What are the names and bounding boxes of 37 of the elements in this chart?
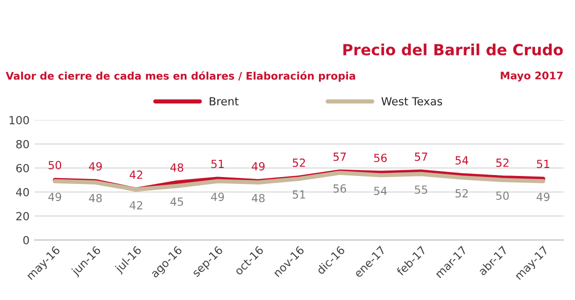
data-label: 49 [89, 162, 102, 171]
data-label: 55 [414, 186, 428, 194]
data-label: 57 [333, 152, 346, 161]
y-tick-label: 100 [10, 116, 29, 124]
y-tick-label: 60 [16, 164, 29, 172]
data-label: 50 [496, 191, 509, 200]
chart-subtitle: Valor de cierre de cada mes en dólares / Elaboración propia [6, 71, 356, 82]
y-tick-label: 80 [16, 140, 29, 148]
data-label: 52 [292, 158, 305, 167]
data-label: 49 [536, 192, 550, 202]
data-label: 49 [211, 192, 224, 202]
legend-label: Brent [210, 97, 239, 106]
data-label: 51 [536, 160, 550, 168]
data-label: 48 [89, 194, 102, 202]
data-label: 51 [211, 160, 224, 168]
data-label: 49 [252, 162, 265, 171]
y-tick-label: 20 [16, 212, 29, 220]
data-label: 42 [130, 170, 142, 179]
data-label: 52 [496, 158, 508, 167]
data-label: 48 [170, 163, 184, 172]
y-tick-label: 0 [23, 236, 29, 244]
data-label: 49 [48, 192, 62, 202]
data-label: 56 [333, 184, 346, 193]
text: Mayo 2017 [500, 72, 563, 82]
legend-label: West Texas [381, 97, 442, 106]
chart-title: Precio del Barril de Crudo [343, 44, 563, 56]
data-label: 54 [374, 186, 387, 196]
data-label: 51 [292, 190, 306, 199]
data-label: 45 [170, 198, 184, 206]
data-label: 48 [252, 194, 265, 202]
data-label: 42 [130, 201, 142, 210]
data-label: 54 [456, 156, 468, 165]
y-tick-label: 40 [16, 188, 29, 196]
data-label: 50 [48, 160, 62, 170]
data-label: 57 [414, 152, 428, 161]
data-label: 56 [374, 154, 387, 162]
data-label: 52 [456, 189, 468, 198]
